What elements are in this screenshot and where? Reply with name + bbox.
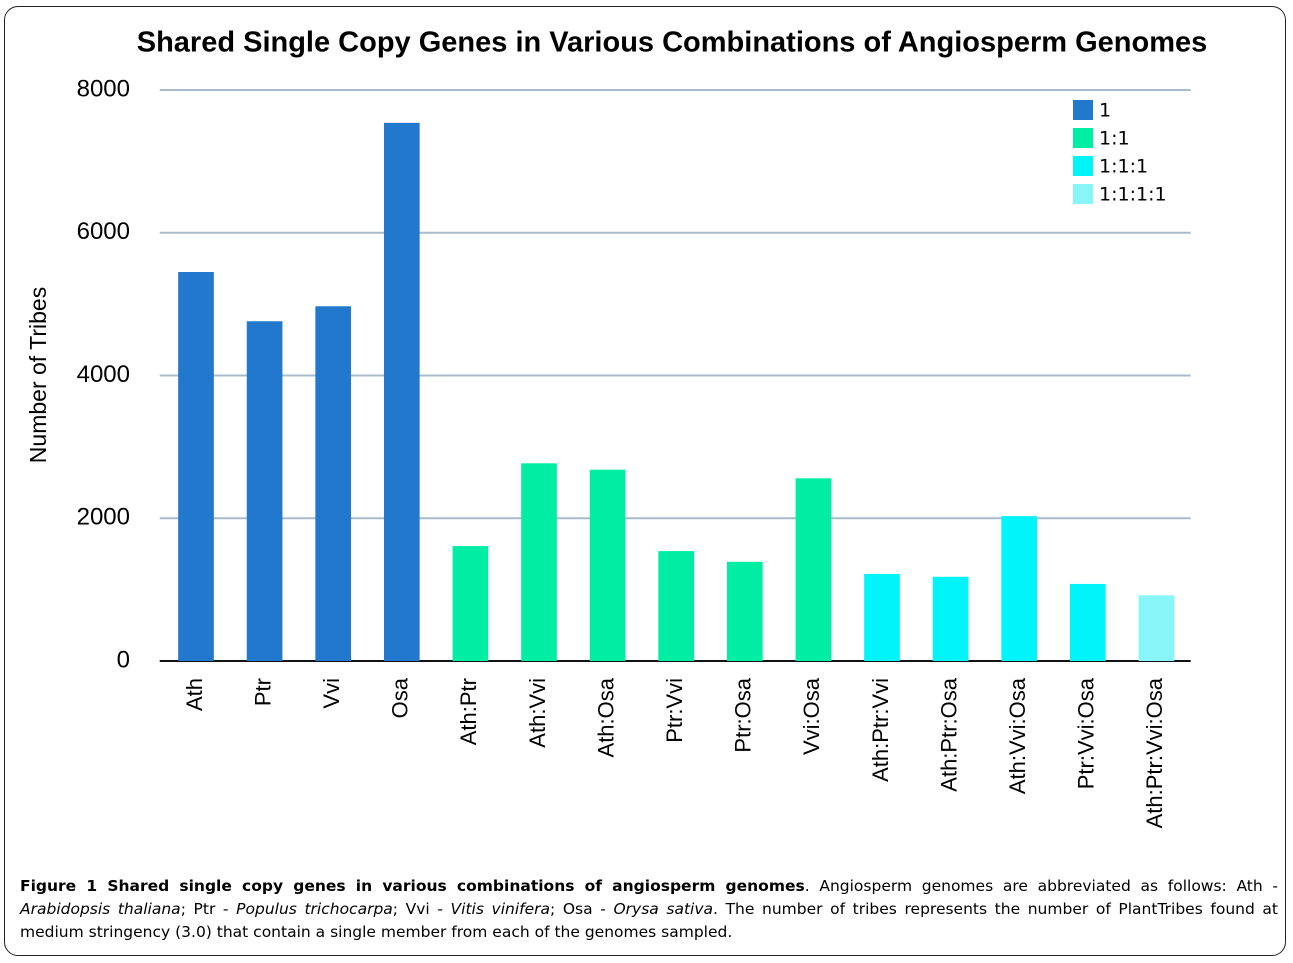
x-tick-label: Vvi:Osa [799, 677, 824, 755]
caption-species: Populus trichocarpa [236, 900, 393, 918]
bar [1138, 595, 1175, 661]
bar [521, 463, 557, 661]
x-tick-label: Ath [182, 678, 207, 711]
bar [1069, 583, 1106, 661]
bar [726, 561, 763, 661]
x-tick-label: Osa [388, 677, 413, 718]
legend-label: 1:1:1:1 [1099, 184, 1167, 206]
caption-species: Vitis vinifera [450, 900, 551, 918]
caption-text: ; Osa - [550, 900, 614, 918]
caption-species: Orysa sativa [613, 900, 714, 918]
bar [315, 306, 352, 661]
x-tick-label: Ptr:Vvi:Osa [1074, 677, 1099, 789]
x-tick-label: Ath:Ptr:Vvi:Osa [1142, 677, 1167, 828]
bar [178, 272, 214, 661]
x-tick-label: Ptr:Osa [731, 677, 756, 752]
y-tick-label: 0 [117, 646, 130, 673]
caption-text: ; Ptr - [180, 900, 237, 918]
y-tick-label: 4000 [77, 361, 130, 388]
x-tick-label: Vvi [319, 678, 344, 709]
legend-label: 1:1:1 [1099, 156, 1148, 178]
x-tick-label: Ath:Osa [593, 677, 618, 757]
caption-species: Arabidopsis thaliana [20, 900, 181, 918]
bar [246, 321, 283, 661]
figure-frame [4, 6, 1286, 956]
caption-text: . The number of tribes represents the nu… [20, 900, 1279, 941]
bar [589, 469, 626, 661]
caption-title: Figure 1 Shared single copy genes in var… [20, 877, 805, 895]
bar [658, 551, 695, 661]
chart-title: Shared Single Copy Genes in Various Comb… [137, 27, 1208, 59]
y-axis-label: Number of Tribes [25, 287, 51, 463]
bar [864, 573, 900, 661]
x-tick-label: Ath:Vvi:Osa [1005, 677, 1030, 794]
bar [383, 122, 420, 661]
y-tick-label: 6000 [77, 218, 130, 245]
x-tick-label: Ptr [250, 678, 275, 706]
x-tick-label: Ath:Ptr:Osa [936, 677, 961, 791]
legend-swatch [1073, 100, 1093, 120]
caption-text: ; Vvi - [392, 900, 451, 918]
legend-swatch [1073, 156, 1093, 176]
x-tick-label: Ptr:Vvi [662, 678, 687, 743]
caption-text: . Angiosperm genomes are abbreviated as … [804, 877, 1278, 895]
caption: Figure 1 Shared single copy genes in var… [20, 875, 1278, 944]
x-tick-label: Ath:Ptr [456, 678, 481, 745]
x-tick-label: Ath:Vvi [525, 678, 550, 748]
bar [1001, 516, 1038, 661]
legend-swatch [1073, 184, 1093, 204]
bar [452, 546, 489, 661]
legend-label: 1 [1099, 100, 1111, 122]
y-tick-label: 8000 [77, 75, 130, 102]
bar [795, 478, 832, 661]
x-tick-label: Ath:Ptr:Vvi [868, 678, 893, 782]
legend-swatch [1073, 128, 1093, 148]
bar [932, 576, 969, 661]
legend-label: 1:1 [1099, 128, 1130, 150]
y-tick-label: 2000 [77, 504, 130, 531]
